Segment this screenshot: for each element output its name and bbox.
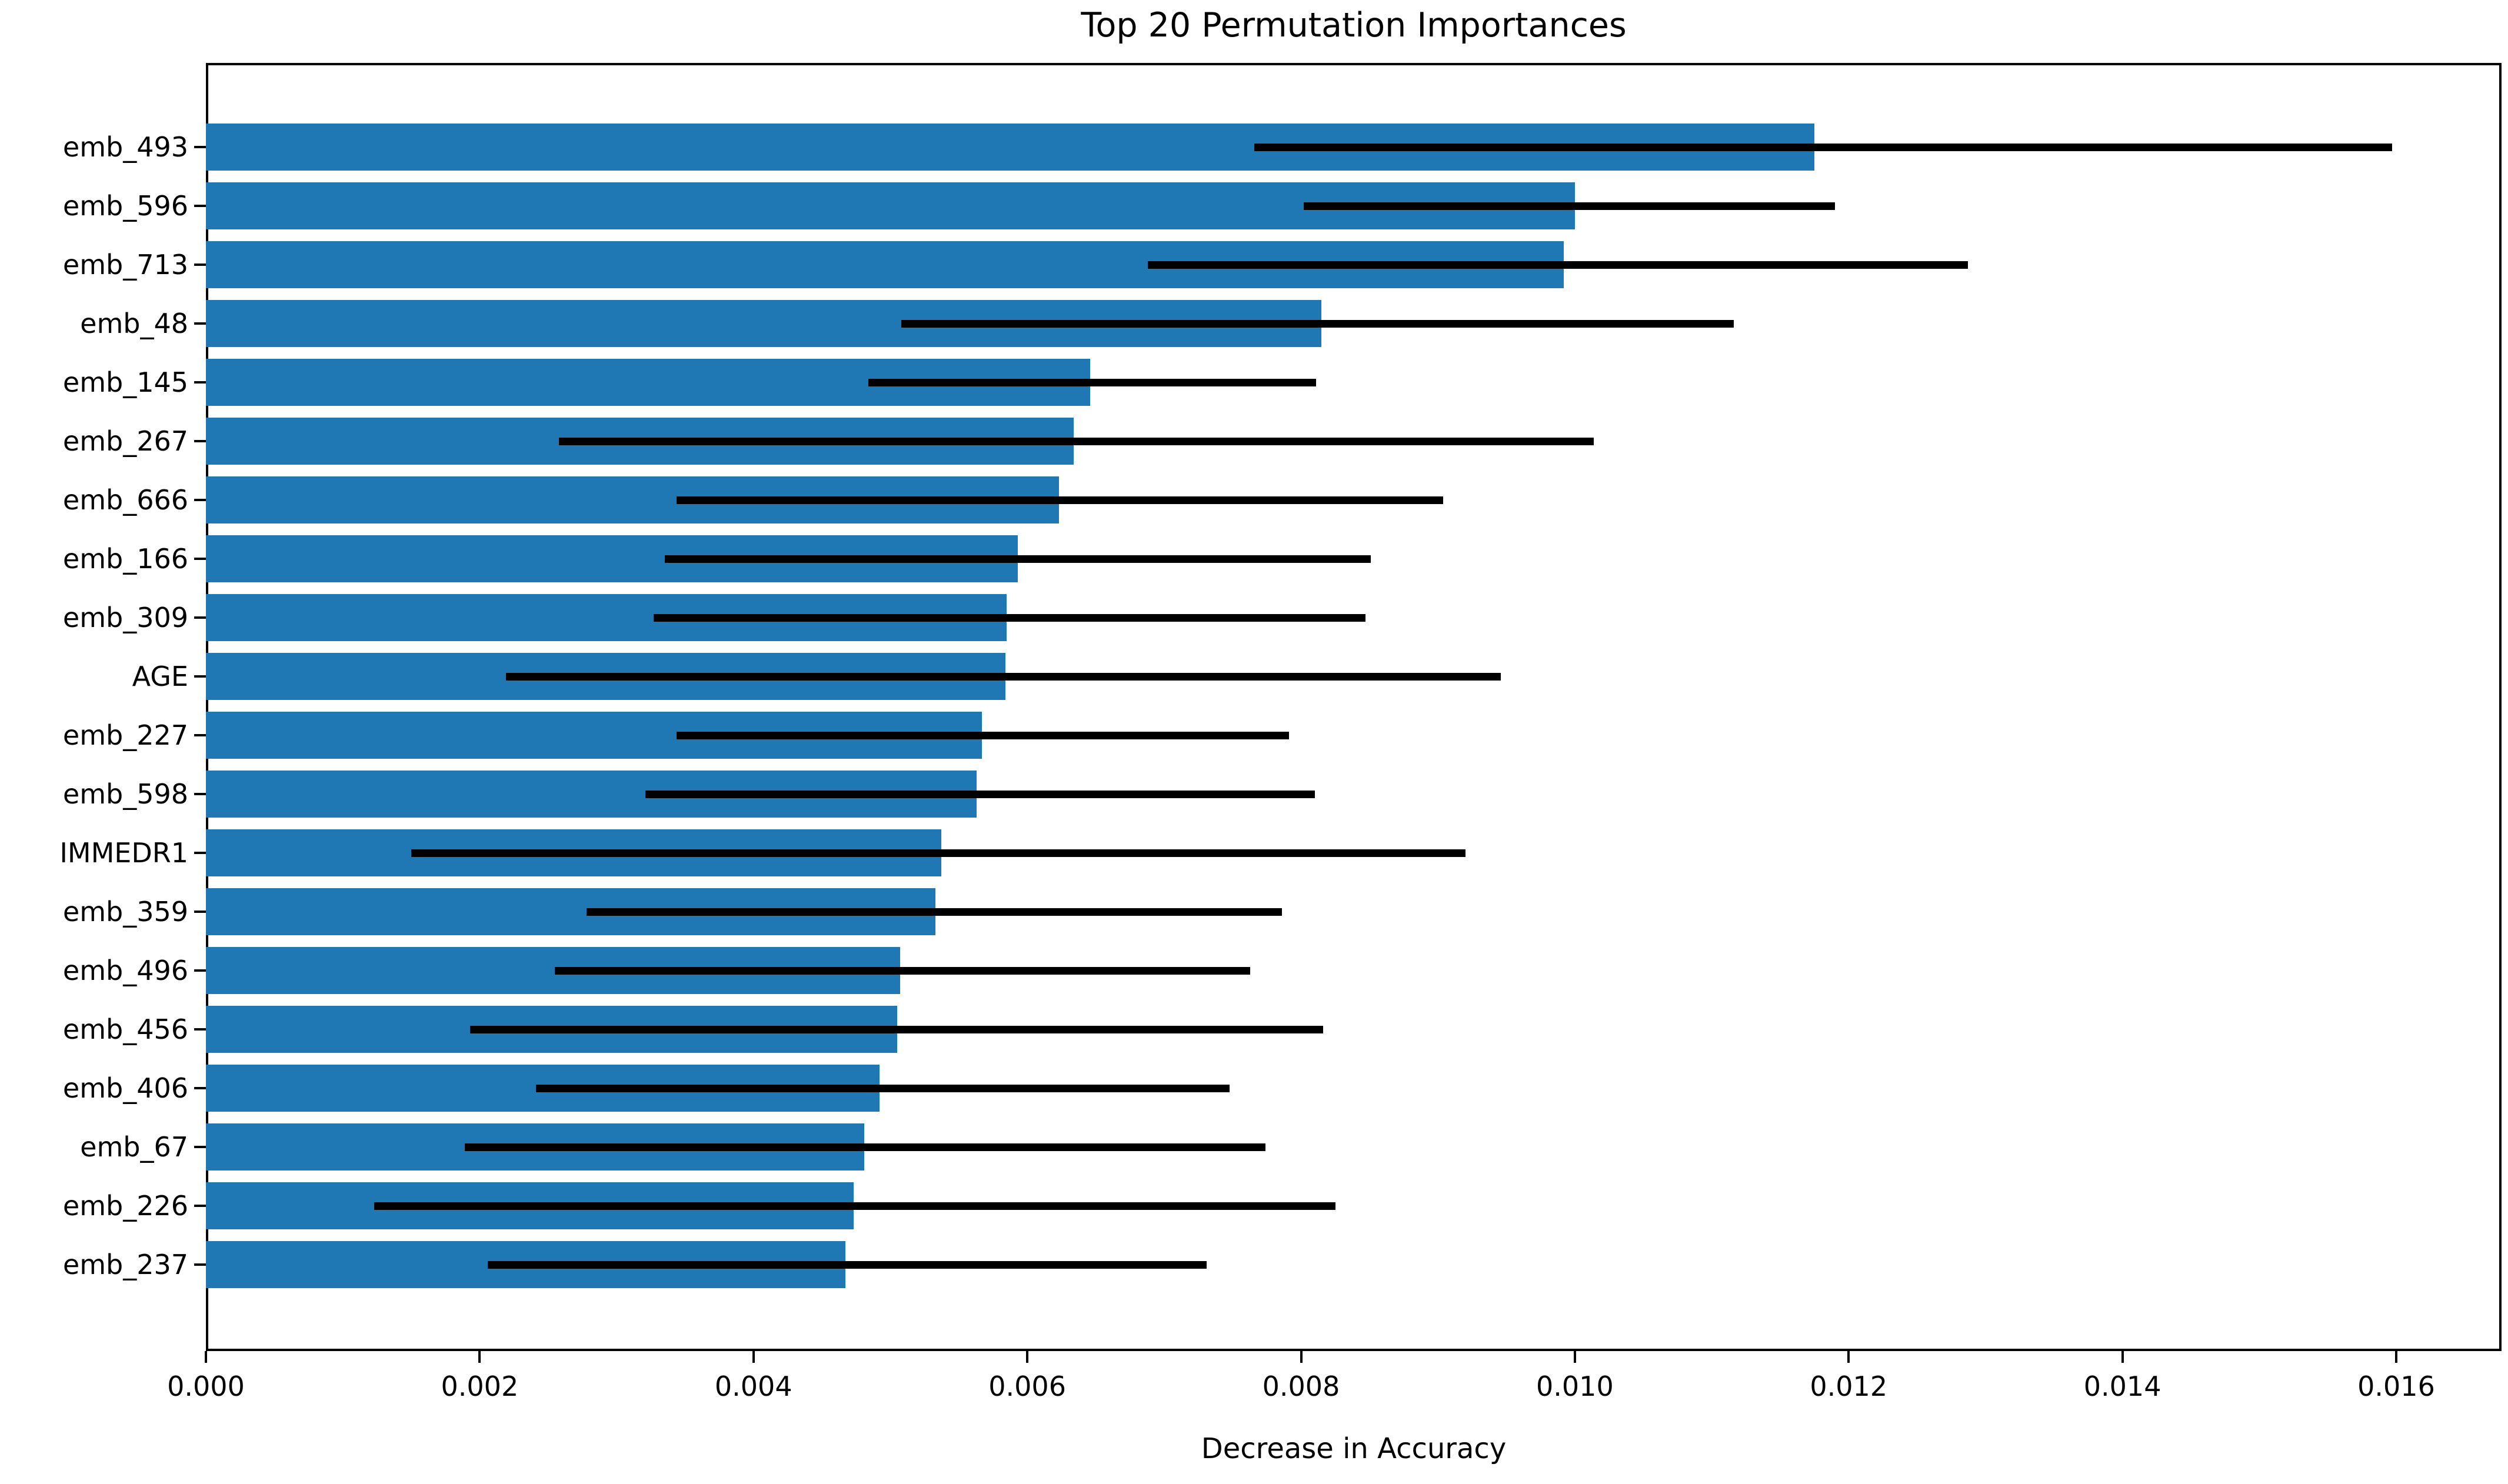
x-tick-label-0.008: 0.008 <box>1262 1370 1340 1402</box>
y-tick-emb_145 <box>194 381 206 383</box>
x-tick-label-0.012: 0.012 <box>1810 1370 1888 1402</box>
error-bar-IMMEDR1 <box>411 849 1466 857</box>
error-bar-emb_67 <box>464 1143 1265 1151</box>
y-tick-emb_237 <box>194 1263 206 1266</box>
y-tick-label-emb_406: emb_406 <box>62 1072 188 1104</box>
y-tick-emb_598 <box>194 793 206 795</box>
error-bar-emb_226 <box>374 1202 1335 1210</box>
x-tick-0.004 <box>752 1351 755 1363</box>
y-tick-label-emb_237: emb_237 <box>62 1249 188 1280</box>
y-tick-label-emb_713: emb_713 <box>62 249 188 281</box>
error-bar-emb_596 <box>1304 202 1835 210</box>
y-tick-emb_67 <box>194 1146 206 1148</box>
y-tick-label-AGE: AGE <box>132 661 188 692</box>
x-tick-0.014 <box>2121 1351 2124 1363</box>
y-tick-label-emb_666: emb_666 <box>62 484 188 516</box>
y-tick-label-emb_456: emb_456 <box>62 1013 188 1045</box>
x-tick-0.002 <box>478 1351 481 1363</box>
y-tick-emb_166 <box>194 558 206 560</box>
x-tick-label-0.010: 0.010 <box>1536 1370 1614 1402</box>
error-bar-emb_493 <box>1254 143 2392 151</box>
error-bar-emb_496 <box>555 966 1251 975</box>
y-tick-label-emb_145: emb_145 <box>62 366 188 398</box>
y-tick-IMMEDR1 <box>194 852 206 854</box>
x-tick-label-0.014: 0.014 <box>2083 1370 2161 1402</box>
y-tick-emb_267 <box>194 440 206 442</box>
error-bar-emb_267 <box>559 437 1594 445</box>
x-tick-label-0.000: 0.000 <box>167 1370 245 1402</box>
y-tick-emb_596 <box>194 205 206 207</box>
y-tick-emb_713 <box>194 264 206 266</box>
x-tick-0.006 <box>1026 1351 1029 1363</box>
error-bar-emb_713 <box>1147 261 1968 269</box>
error-bar-emb_309 <box>653 613 1365 622</box>
y-tick-label-emb_359: emb_359 <box>62 896 188 928</box>
error-bar-emb_598 <box>645 790 1315 798</box>
error-bar-emb_237 <box>488 1260 1207 1269</box>
y-tick-label-emb_226: emb_226 <box>62 1190 188 1222</box>
y-tick-label-emb_267: emb_267 <box>62 425 188 457</box>
y-tick-emb_496 <box>194 969 206 972</box>
x-tick-label-0.006: 0.006 <box>988 1370 1066 1402</box>
x-tick-0.012 <box>1847 1351 1850 1363</box>
y-tick-emb_493 <box>194 146 206 148</box>
y-tick-emb_48 <box>194 322 206 325</box>
error-bar-emb_48 <box>901 319 1734 328</box>
chart-title: Top 20 Permutation Importances <box>1081 6 1627 45</box>
error-bar-emb_666 <box>677 496 1444 504</box>
y-tick-label-emb_596: emb_596 <box>62 190 188 222</box>
y-tick-label-IMMEDR1: IMMEDR1 <box>59 837 188 869</box>
x-tick-label-0.016: 0.016 <box>2357 1370 2435 1402</box>
error-bar-emb_406 <box>535 1084 1230 1092</box>
x-tick-0.016 <box>2395 1351 2397 1363</box>
error-bar-emb_227 <box>677 731 1289 739</box>
y-tick-emb_309 <box>194 616 206 619</box>
y-tick-label-emb_598: emb_598 <box>62 778 188 810</box>
y-tick-emb_406 <box>194 1087 206 1089</box>
y-tick-label-emb_227: emb_227 <box>62 719 188 751</box>
x-tick-0.010 <box>1573 1351 1576 1363</box>
x-axis-label: Decrease in Accuracy <box>1201 1432 1507 1465</box>
x-tick-label-0.002: 0.002 <box>441 1370 519 1402</box>
error-bar-emb_456 <box>470 1025 1323 1033</box>
y-tick-label-emb_48: emb_48 <box>80 308 188 339</box>
y-tick-label-emb_67: emb_67 <box>80 1131 188 1163</box>
x-tick-0.000 <box>205 1351 207 1363</box>
y-tick-emb_666 <box>194 499 206 501</box>
error-bar-emb_166 <box>664 555 1371 563</box>
y-tick-emb_226 <box>194 1205 206 1207</box>
error-bar-emb_145 <box>868 378 1317 386</box>
x-tick-label-0.004: 0.004 <box>714 1370 792 1402</box>
y-tick-emb_456 <box>194 1028 206 1031</box>
y-tick-emb_227 <box>194 734 206 736</box>
x-tick-0.008 <box>1300 1351 1303 1363</box>
y-tick-emb_359 <box>194 911 206 913</box>
y-tick-label-emb_496: emb_496 <box>62 955 188 986</box>
y-tick-label-emb_309: emb_309 <box>62 602 188 633</box>
error-bar-emb_359 <box>586 908 1282 916</box>
y-tick-label-emb_166: emb_166 <box>62 543 188 575</box>
y-tick-label-emb_493: emb_493 <box>62 131 188 163</box>
error-bar-AGE <box>505 672 1501 681</box>
y-tick-AGE <box>194 675 206 678</box>
